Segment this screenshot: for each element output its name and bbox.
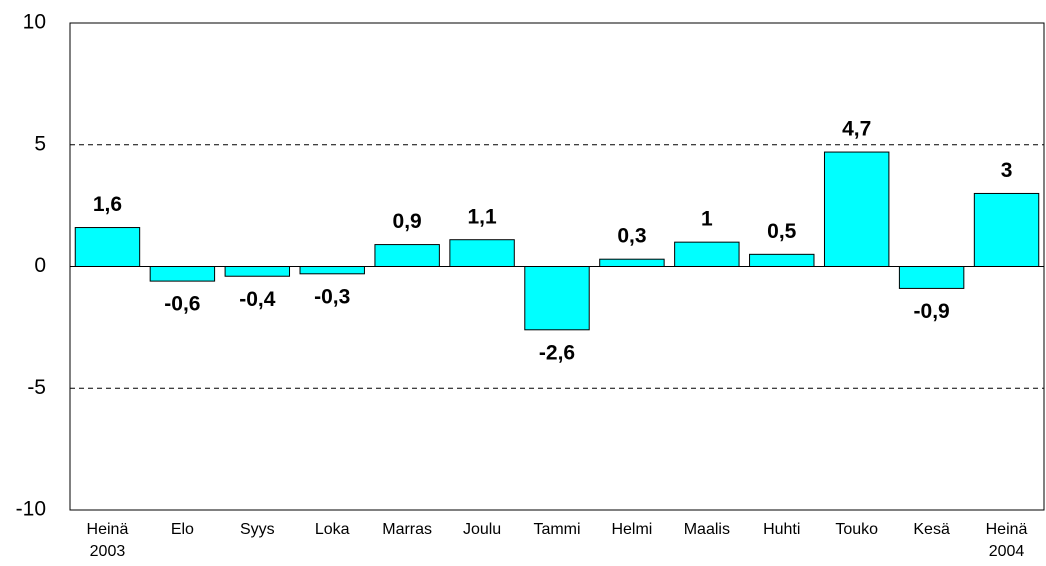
- value-label: 0,3: [617, 225, 646, 248]
- x-tick-label: Helmi: [611, 521, 652, 538]
- x-tick-label: Kesä: [913, 521, 950, 538]
- value-label: 1,6: [93, 193, 122, 216]
- x-tick-label: Elo: [171, 521, 194, 538]
- x-tick-label: Heinä 2004: [986, 521, 1028, 560]
- x-tick-label: Loka: [315, 521, 350, 538]
- bar: [674, 241, 740, 267]
- value-label: -2,6: [539, 341, 575, 364]
- bar: [823, 151, 890, 267]
- bar: [524, 266, 590, 331]
- value-label: -0,4: [239, 288, 276, 311]
- value-label: 0,5: [767, 220, 797, 243]
- value-label: 1,1: [467, 205, 497, 228]
- y-tick-label: -10: [16, 498, 46, 521]
- x-tick-label: Syys: [240, 521, 275, 538]
- bar: [973, 192, 1040, 267]
- x-tick-label: Heinä 2003: [87, 521, 129, 560]
- bar: [449, 239, 515, 267]
- x-tick-label: Touko: [835, 521, 878, 538]
- bar: [374, 244, 440, 268]
- x-tick-label: Maalis: [684, 521, 730, 538]
- value-label: -0,3: [314, 285, 350, 308]
- value-label: 3: [1001, 159, 1013, 182]
- x-tick-label: Huhti: [763, 521, 800, 538]
- value-label: 1: [701, 208, 713, 231]
- y-tick-label: 10: [23, 11, 46, 34]
- value-label: -0,6: [164, 293, 200, 316]
- bar: [74, 227, 141, 267]
- plot-border: [69, 22, 1045, 511]
- bar: [149, 266, 216, 282]
- y-tick-label: 5: [34, 132, 46, 155]
- value-label: -0,9: [914, 300, 950, 323]
- x-tick-label: Marras: [382, 521, 432, 538]
- bar: [599, 258, 665, 268]
- y-tick-label: 0: [34, 254, 46, 277]
- value-label: 4,7: [842, 118, 871, 141]
- bar: [898, 266, 965, 289]
- x-tick-label: Joulu: [463, 521, 501, 538]
- bar: [749, 253, 815, 267]
- value-label: 0,9: [393, 210, 422, 233]
- bar: [299, 266, 365, 275]
- x-tick-label: Tammi: [533, 521, 580, 538]
- bar: [224, 266, 291, 277]
- y-tick-label: -5: [27, 376, 46, 399]
